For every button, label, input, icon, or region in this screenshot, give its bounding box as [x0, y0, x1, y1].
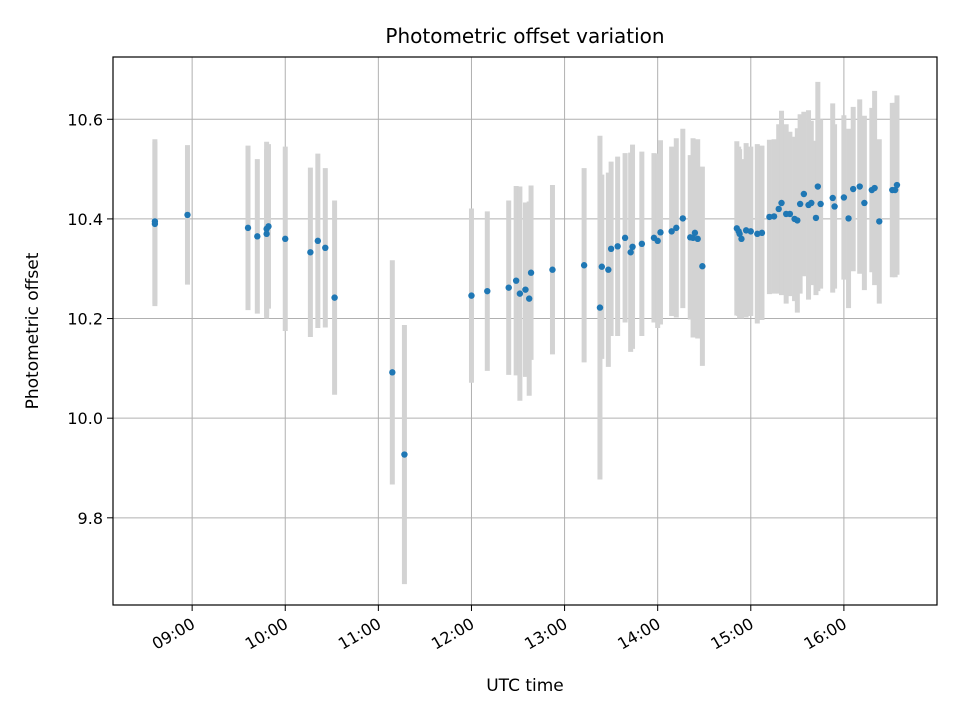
data-point [307, 249, 314, 256]
data-point [673, 224, 680, 232]
data-point [758, 229, 766, 237]
data-point [694, 235, 701, 243]
data-point [614, 243, 621, 250]
data-point [850, 185, 857, 193]
data-point [891, 186, 899, 194]
data-point [607, 245, 615, 252]
data-point [151, 220, 159, 228]
y-tick-label: 10.2 [67, 310, 103, 329]
data-point [322, 244, 329, 252]
data-point [796, 200, 804, 208]
data-point [263, 230, 270, 238]
data-point [657, 229, 664, 236]
data-point [893, 181, 901, 189]
data-point [596, 304, 604, 311]
data-point [808, 199, 815, 207]
data-point [627, 249, 634, 256]
data-point [484, 287, 491, 295]
data-point [738, 235, 745, 243]
data-point [699, 263, 706, 270]
chart-title: Photometric offset variation [385, 24, 664, 48]
data-point [814, 183, 822, 190]
data-point [747, 228, 754, 235]
y-tick-label: 10.6 [67, 110, 103, 129]
data-point [314, 237, 322, 245]
data-point [629, 243, 636, 251]
data-point [786, 210, 794, 218]
data-points [151, 181, 901, 458]
data-point [468, 292, 475, 299]
data-point [775, 205, 782, 213]
data-point [861, 199, 868, 207]
data-point [605, 266, 612, 273]
plot-frame [112, 56, 938, 606]
data-point [668, 228, 675, 235]
data-point [282, 235, 289, 243]
data-point [817, 200, 824, 208]
data-point [736, 230, 743, 238]
data-point [770, 213, 778, 220]
data-point [389, 369, 396, 376]
data-point [244, 224, 252, 232]
data-point [794, 217, 801, 224]
x-axis-label: UTC time [486, 676, 564, 696]
data-point [505, 284, 512, 291]
data-point [679, 215, 687, 222]
data-point [621, 234, 629, 242]
data-point [829, 194, 836, 202]
y-axis-label: Photometric offset [23, 252, 43, 409]
y-tick-label: 10.4 [67, 210, 103, 229]
data-point [638, 240, 646, 248]
data-point [525, 295, 533, 302]
data-point [598, 263, 606, 270]
data-point [654, 237, 661, 245]
data-point [876, 218, 883, 225]
data-point [580, 262, 588, 269]
data-point [522, 286, 529, 293]
data-point [331, 294, 338, 301]
data-point [812, 214, 820, 222]
data-point [512, 277, 520, 284]
data-point [549, 266, 556, 273]
data-point [691, 229, 699, 237]
data-point [527, 269, 535, 276]
data-point [254, 233, 261, 240]
y-axis-ticks: 9.8 10.0 10.2 10.4 10.6 [67, 110, 113, 528]
data-point [845, 215, 852, 222]
data-point [840, 194, 848, 201]
data-point [856, 183, 863, 190]
y-tick-label: 9.8 [78, 509, 103, 528]
y-tick-label: 10.0 [67, 409, 103, 428]
data-point [265, 223, 272, 230]
data-point [401, 451, 408, 458]
data-point [831, 203, 838, 210]
data-point [184, 211, 191, 219]
data-point [871, 184, 878, 192]
data-point [800, 190, 808, 198]
data-point [516, 290, 524, 297]
data-point [778, 199, 785, 207]
data-point [766, 213, 773, 221]
